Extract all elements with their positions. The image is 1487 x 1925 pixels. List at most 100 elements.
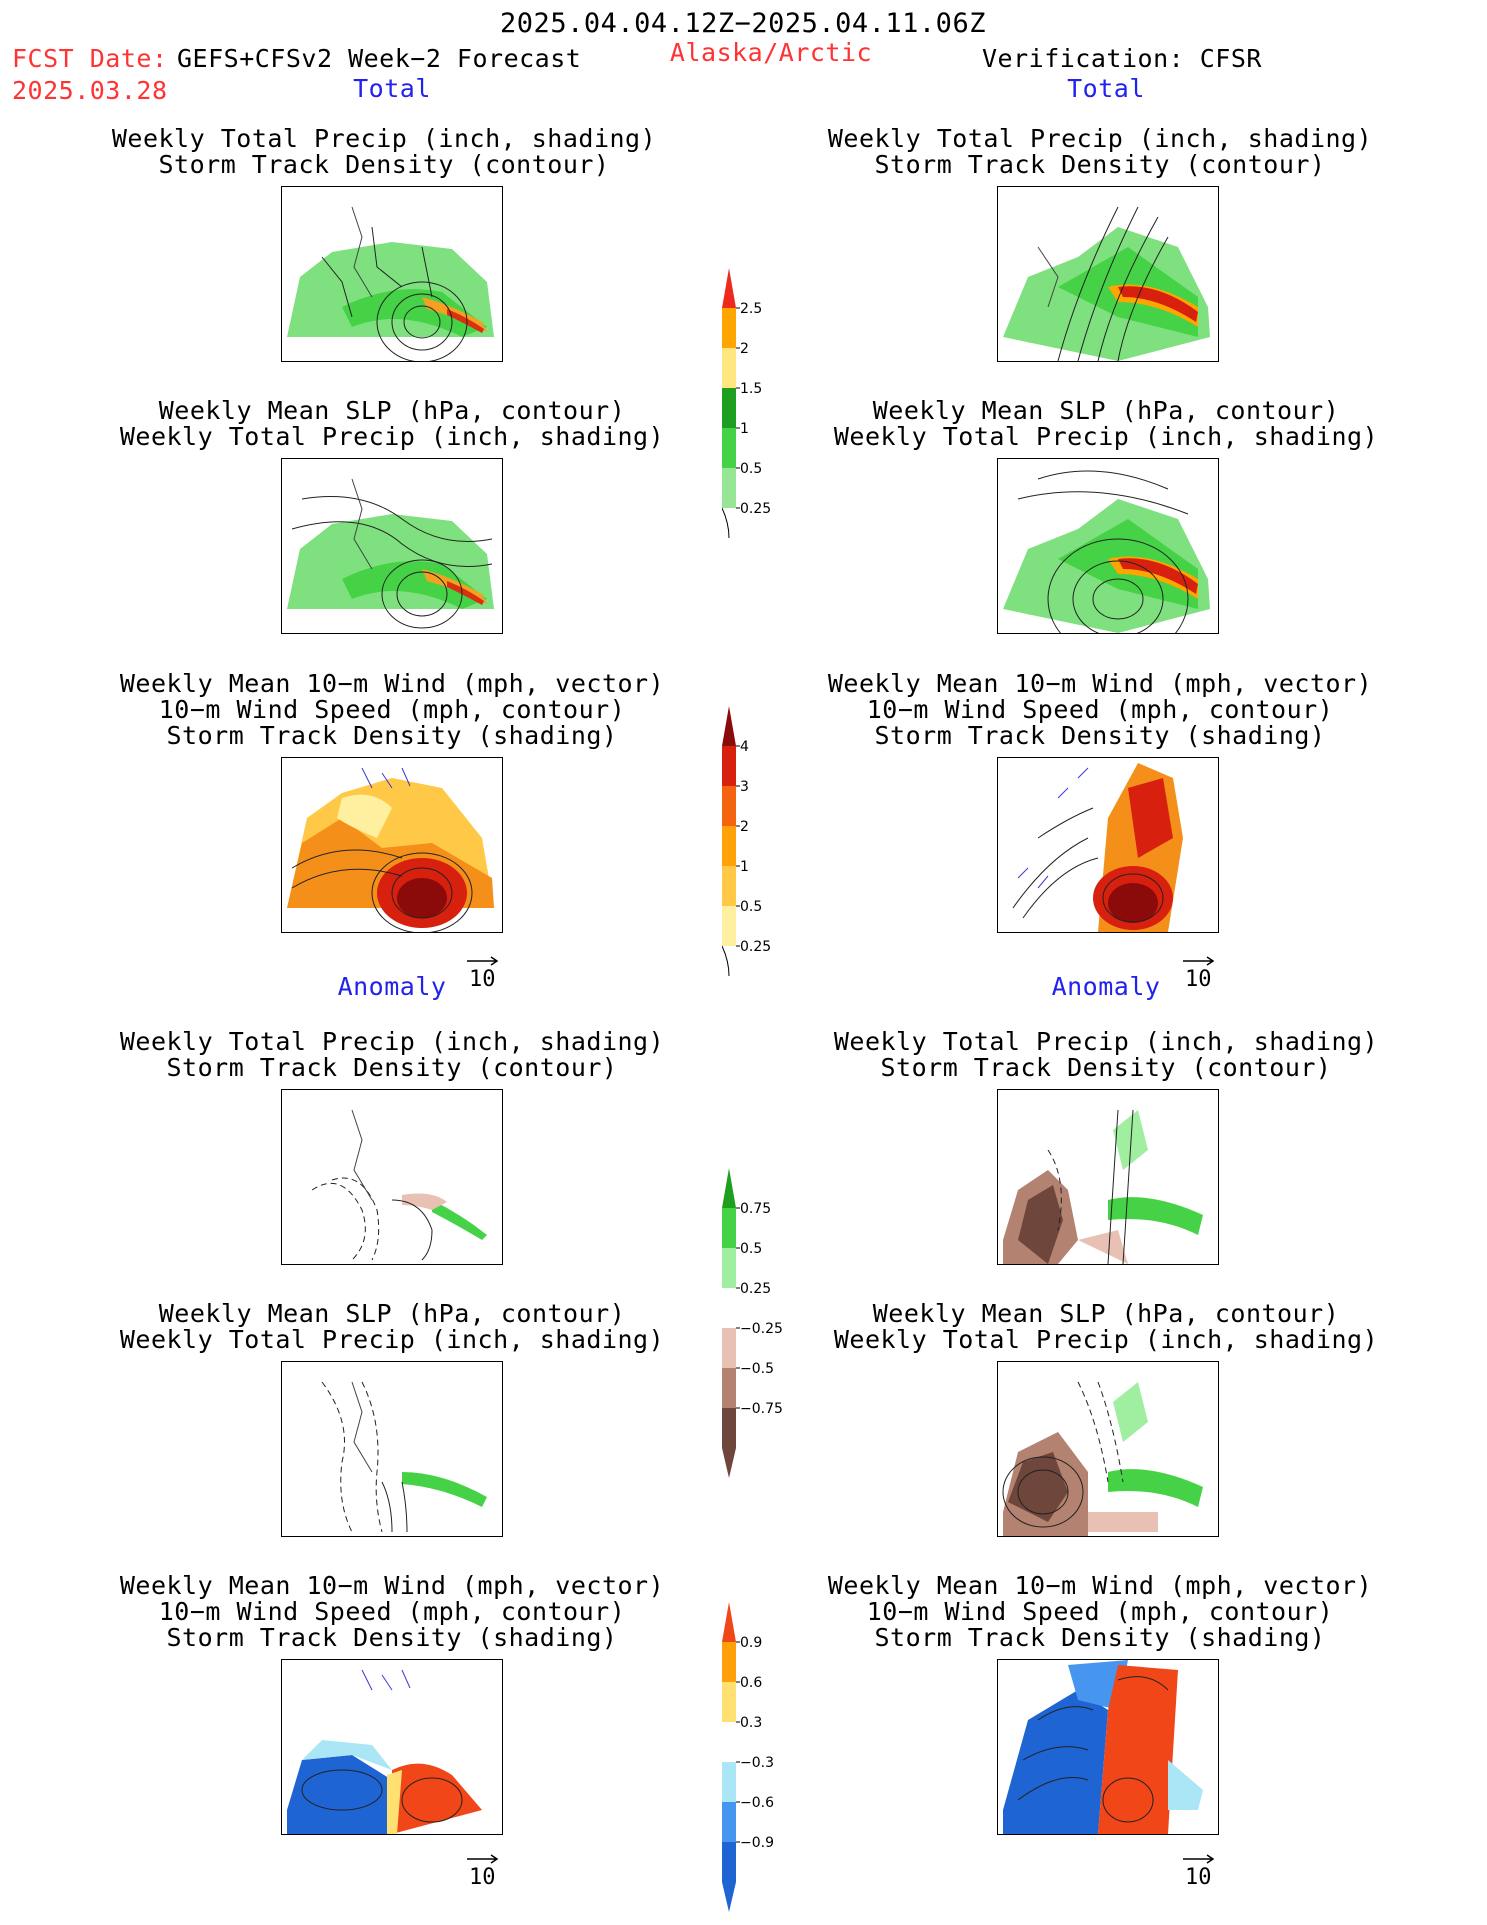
colorbar-storm-total: 4 3 2 1 0.5 0.25 (721, 706, 812, 980)
colorbar-segment (722, 1802, 736, 1842)
colorbar-label: 1 (740, 859, 749, 875)
colorbar-label: 0.3 (740, 1715, 762, 1731)
colorbar-svg: 2.5 2 1.5 1 0.5 0.25 (721, 268, 771, 539)
map-total-slp-precip-fcst (281, 458, 503, 634)
vector-reference-arrow-verif: 10 (1181, 955, 1217, 992)
colorbar-svg: 4 3 2 1 0.5 0.25 (721, 706, 771, 977)
colorbar-bottom-cap (722, 1882, 736, 1912)
fcst-date-value: 2025.03.28 (12, 76, 168, 105)
colorbar-segment (722, 1208, 736, 1248)
verification-label: Verification: CFSR (982, 44, 1262, 73)
colorbar-segment (722, 906, 736, 946)
section-total-right: Total (1067, 74, 1145, 103)
colorbar-segment (722, 1722, 736, 1762)
colorbar-bottom-cap (722, 1448, 736, 1478)
colorbar-label: −0.3 (740, 1755, 774, 1771)
colorbar-segment (722, 1248, 736, 1288)
map-anom-precip-storm-verif (997, 1089, 1219, 1265)
colorbar-segment (722, 1642, 736, 1682)
colorbar-segment (722, 1408, 736, 1448)
section-total-left: Total (353, 74, 431, 103)
region-label: Alaska/Arctic (669, 38, 873, 67)
colorbar-label: 2.5 (740, 301, 762, 317)
colorbar-precip-anom: 0.75 0.5 0.25 −0.25 −0.5 −0.75 (722, 1168, 812, 1482)
map-total-precip-storm-verif (997, 186, 1219, 362)
colorbar-label: 4 (740, 739, 749, 755)
colorbar-label: −0.25 (740, 1321, 783, 1337)
map-total-precip-storm-fcst (281, 186, 503, 362)
model-label: GEFS+CFSv2 Week−2 Forecast (177, 44, 582, 73)
colorbar-segment (722, 468, 736, 508)
colorbar-segment (722, 1762, 736, 1802)
colorbar-svg: 0.75 0.5 0.25 −0.25 −0.5 −0.75 (722, 1168, 783, 1478)
colorbar-segment (722, 348, 736, 388)
colorbar-segment (722, 1682, 736, 1722)
panel-title-wind-anom: Weekly Mean 10−m Wind (mph, vector) 10−m … (119, 1571, 665, 1652)
colorbar-top-cap (722, 268, 736, 308)
colorbar-label: −0.6 (740, 1795, 774, 1811)
vector-reference-arrow-anom-verif: 10 (1181, 1853, 1217, 1890)
panel-title-slp-precip-anom: Weekly Mean SLP (hPa, contour) Weekly Tot… (119, 1299, 665, 1354)
map-anom-slp-precip-verif (997, 1361, 1219, 1537)
panel-title-slp-precip-verif: Weekly Mean SLP (hPa, contour) Weekly Tot… (833, 396, 1379, 451)
colorbar-segment (722, 746, 736, 786)
colorbar-label: 0.5 (740, 461, 762, 477)
colorbar-label: −0.5 (740, 1361, 774, 1377)
colorbar-label: 0.25 (740, 939, 771, 955)
colorbar-top-cap (722, 706, 736, 746)
colorbar-label: 0.25 (740, 1281, 771, 1297)
colorbar-label: 1 (740, 421, 749, 437)
colorbar-label: 0.9 (740, 1635, 762, 1651)
section-anomaly-left: Anomaly (337, 972, 447, 1001)
colorbar-precip-total: 2.5 2 1.5 1 0.5 0.25 (721, 268, 812, 542)
vector-reference-arrow-anom: 10 (465, 1853, 501, 1890)
colorbar-segment (722, 1288, 736, 1328)
fcst-date-label: FCST Date: (12, 44, 168, 73)
panel-title-slp-precip: Weekly Mean SLP (hPa, contour) Weekly Tot… (119, 396, 665, 451)
date-range-title: 2025.04.04.12Z−2025.04.11.06Z (500, 8, 986, 39)
map-total-wind-verif (997, 757, 1219, 933)
panel-title-precip-storm: Weekly Total Precip (inch, shading) Storm… (111, 124, 657, 179)
map-anom-wind-verif (997, 1659, 1219, 1835)
map-total-wind-fcst (281, 757, 503, 933)
colorbar-label: 3 (740, 779, 749, 795)
colorbar-segment (722, 786, 736, 826)
colorbar-segment (722, 1368, 736, 1408)
section-anomaly-right: Anomaly (1051, 972, 1161, 1001)
colorbar-label: 0.75 (740, 1201, 771, 1217)
map-anom-precip-storm-fcst (281, 1089, 503, 1265)
colorbar-label: 2 (740, 819, 749, 835)
map-total-slp-precip-verif (997, 458, 1219, 634)
colorbar-label: 0.5 (740, 1241, 762, 1257)
panel-title-precip-storm-verif: Weekly Total Precip (inch, shading) Storm… (827, 124, 1373, 179)
colorbar-segment (722, 1328, 736, 1368)
colorbar-segment (722, 826, 736, 866)
colorbar-label: 1.5 (740, 381, 762, 397)
colorbar-segment (722, 428, 736, 468)
colorbar-label: 0.25 (740, 501, 771, 517)
colorbar-label: 0.6 (740, 1675, 762, 1691)
colorbar-label: −0.9 (740, 1835, 774, 1851)
colorbar-top-cap (722, 1168, 736, 1208)
colorbar-top-cap (722, 1602, 736, 1642)
panel-title-wind-verif: Weekly Mean 10−m Wind (mph, vector) 10−m … (827, 669, 1373, 750)
colorbar-segment (722, 308, 736, 348)
colorbar-label: −0.75 (740, 1401, 783, 1417)
colorbar-label: 2 (740, 341, 749, 357)
colorbar-segment (722, 866, 736, 906)
panel-title-precip-storm-anom-verif: Weekly Total Precip (inch, shading) Storm… (833, 1027, 1379, 1082)
panel-title-wind-anom-verif: Weekly Mean 10−m Wind (mph, vector) 10−m … (827, 1571, 1373, 1652)
panel-title-precip-storm-anom: Weekly Total Precip (inch, shading) Storm… (119, 1027, 665, 1082)
colorbar-segment (722, 388, 736, 428)
map-anom-wind-fcst (281, 1659, 503, 1835)
colorbar-storm-anom: 0.9 0.6 0.3 −0.3 −0.6 −0.9 (722, 1602, 812, 1916)
colorbar-svg: 0.9 0.6 0.3 −0.3 −0.6 −0.9 (722, 1602, 774, 1912)
colorbar-segment (722, 1842, 736, 1882)
panel-title-wind: Weekly Mean 10−m Wind (mph, vector) 10−m … (119, 669, 665, 750)
vector-reference-arrow: 10 (465, 955, 501, 992)
colorbar-bottom-tail (721, 945, 730, 977)
colorbar-label: 0.5 (740, 899, 762, 915)
panel-title-slp-precip-anom-verif: Weekly Mean SLP (hPa, contour) Weekly Tot… (833, 1299, 1379, 1354)
map-anom-slp-precip-fcst (281, 1361, 503, 1537)
colorbar-bottom-tail (721, 507, 730, 539)
